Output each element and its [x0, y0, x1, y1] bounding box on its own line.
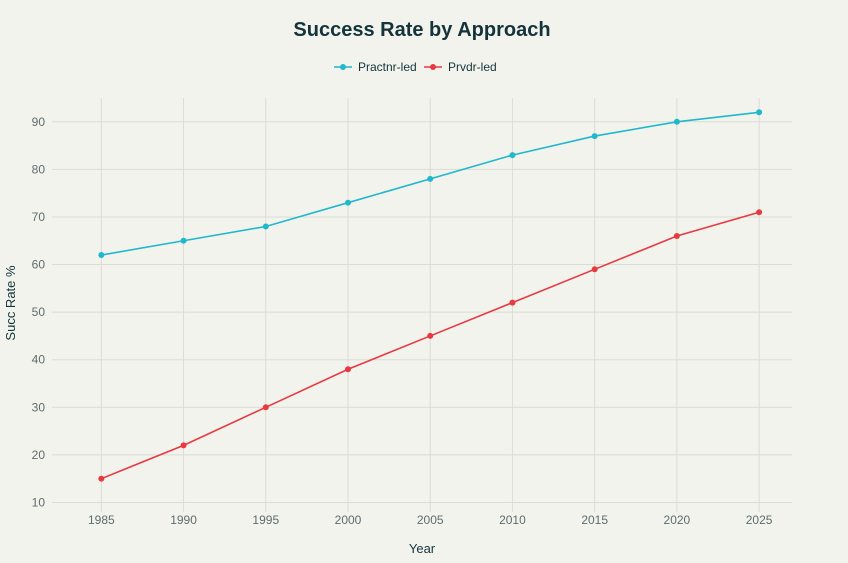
data-point [756, 109, 763, 116]
data-point [98, 475, 105, 482]
x-gridlines [100, 98, 760, 512]
data-point [345, 199, 351, 206]
x-tick-label: 2020 [664, 513, 691, 527]
y-tick-label: 20 [32, 448, 46, 462]
data-point [673, 118, 680, 125]
x-tick-label: 1995 [252, 513, 279, 527]
data-point [756, 209, 763, 216]
legend-label: Prvdr-led [448, 60, 497, 74]
data-point [180, 237, 187, 244]
data-point [262, 223, 269, 230]
y-tick-label: 30 [32, 400, 46, 414]
x-axis-label: Year [409, 541, 436, 556]
y-gridlines [52, 121, 792, 503]
series-prvdr-led [98, 209, 763, 482]
x-axis-ticks: 1985 1990 1995 2000 2005 2010 2015 2020 2025 [88, 513, 773, 527]
data-point [509, 152, 516, 159]
legend-swatch-marker [430, 64, 436, 70]
series-practnr-led [98, 109, 763, 259]
data-point [509, 299, 516, 306]
y-tick-label: 40 [32, 353, 46, 367]
legend-swatch-marker [340, 64, 346, 70]
legend-item[interactable]: Prvdr-led [424, 60, 497, 74]
legend: Practnr-led Prvdr-led [334, 60, 497, 74]
x-tick-label: 1990 [170, 513, 197, 527]
data-point [180, 442, 187, 449]
data-point [591, 133, 598, 140]
data-point [262, 404, 269, 411]
x-tick-label: 2015 [581, 513, 608, 527]
y-tick-label: 90 [32, 115, 46, 129]
y-axis-label: Succ Rate % [3, 265, 18, 341]
data-point [98, 252, 105, 259]
series-layer [98, 109, 763, 482]
y-tick-label: 80 [32, 162, 46, 176]
x-tick-label: 2000 [335, 513, 362, 527]
data-point [345, 366, 351, 373]
y-tick-label: 10 [32, 495, 46, 509]
y-tick-label: 50 [32, 305, 46, 319]
x-tick-label: 1985 [88, 513, 115, 527]
data-point [673, 233, 680, 239]
data-point [427, 175, 434, 182]
y-axis-ticks: 10 20 30 40 50 60 70 80 90 [32, 115, 46, 510]
legend-label: Practnr-led [358, 60, 417, 74]
legend-item[interactable]: Practnr-led [334, 60, 417, 74]
y-tick-label: 60 [32, 258, 46, 272]
chart-title: Success Rate by Approach [293, 19, 550, 41]
y-tick-label: 70 [32, 210, 46, 224]
x-tick-label: 2010 [499, 513, 526, 527]
data-point [427, 332, 434, 339]
x-tick-label: 2005 [417, 513, 444, 527]
data-point [591, 266, 598, 273]
x-tick-label: 2025 [746, 513, 773, 527]
